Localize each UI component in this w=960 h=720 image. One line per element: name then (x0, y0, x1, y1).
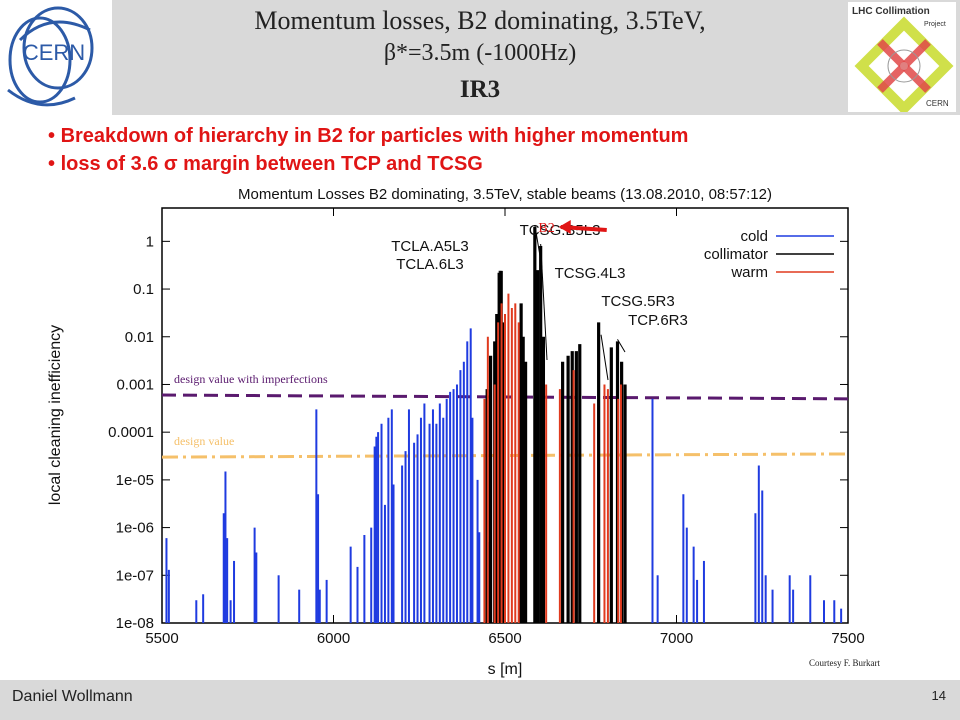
lhc-logo-sub2: CERN (926, 99, 949, 108)
bullet-item: Breakdown of hierarchy in B2 for particl… (48, 122, 689, 150)
collimator-label: TCLA.A5L3 (391, 238, 469, 255)
y-tick-label: 0.1 (133, 281, 154, 298)
collimator-pointer (617, 339, 626, 353)
collimator-pointer (499, 270, 502, 291)
loss-map-chart: Momentum Losses B2 dominating, 3.5TeV, s… (47, 186, 881, 678)
y-tick-label: 1e-06 (116, 520, 154, 537)
header-bar: CERN Momentum losses, B2 dominating, 3.5… (0, 0, 960, 115)
y-tick-label: 1e-07 (116, 567, 154, 584)
credit-text: Courtesy F. Burkart (809, 658, 881, 668)
y-tick-label: 1e-08 (116, 615, 154, 632)
collimator-label: TCSG.5R3 (601, 293, 674, 310)
y-tick-label: 0.01 (125, 329, 154, 346)
lhc-collimation-logo: LHC Collimation Project CERN (848, 2, 956, 112)
page-number: 14 (931, 688, 946, 703)
x-tick-label: 7000 (660, 630, 693, 647)
bullet-item: loss of 3.6 σ margin between TCP and TCS… (48, 150, 688, 178)
y-tick-label: 1 (146, 233, 154, 250)
footer-author: Daniel Wollmann (12, 688, 133, 705)
y-tick-label: 1e-05 (116, 472, 154, 489)
x-tick-label: 7500 (831, 630, 864, 647)
lhc-logo-title: LHC Collimation (852, 6, 930, 17)
y-axis-label: local cleaning inefficiency (47, 325, 64, 505)
footer-bar: Daniel Wollmann 14 (0, 680, 960, 720)
y-tick-label: 0.0001 (108, 424, 154, 441)
collimator-pointer (534, 224, 543, 269)
x-tick-label: 6000 (317, 630, 350, 647)
collimator-label: TCSG.4L3 (555, 265, 626, 282)
legend-label: collimator (704, 246, 768, 263)
slide-title-line1: Momentum losses, B2 dominating, 3.5TeV, (254, 6, 706, 35)
slide-title-line3: IR3 (459, 76, 501, 103)
collimator-pointer (540, 243, 548, 361)
x-tick-label: 6500 (488, 630, 521, 647)
b2-label: B2 (538, 221, 554, 236)
legend-label: cold (740, 228, 768, 245)
slide-title-line2: β*=3.5m (-1000Hz) (383, 40, 577, 66)
collimator-label: TCSG.B5L3 (520, 222, 601, 239)
b2-arrow-head (558, 219, 571, 234)
cern-logo-text: CERN (23, 40, 85, 65)
collimator-label: TCLA.6L3 (396, 256, 464, 273)
cern-logo: CERN (0, 0, 112, 115)
collimator-label: TCP.6R3 (628, 312, 688, 329)
chart-title: Momentum Losses B2 dominating, 3.5TeV, s… (238, 186, 772, 203)
design-imperfections-label: design value with imperfections (174, 372, 328, 386)
design-value-label: design value (174, 434, 234, 448)
x-tick-label: 5500 (145, 630, 178, 647)
collimator-pointer (600, 334, 609, 381)
x-axis-label: s [m] (488, 661, 523, 678)
legend-label: warm (730, 264, 768, 281)
lhc-logo-sub1: Project (924, 21, 946, 28)
y-tick-label: 0.001 (116, 376, 154, 393)
bullet-list: Breakdown of hierarchy in B2 for particl… (48, 122, 689, 178)
